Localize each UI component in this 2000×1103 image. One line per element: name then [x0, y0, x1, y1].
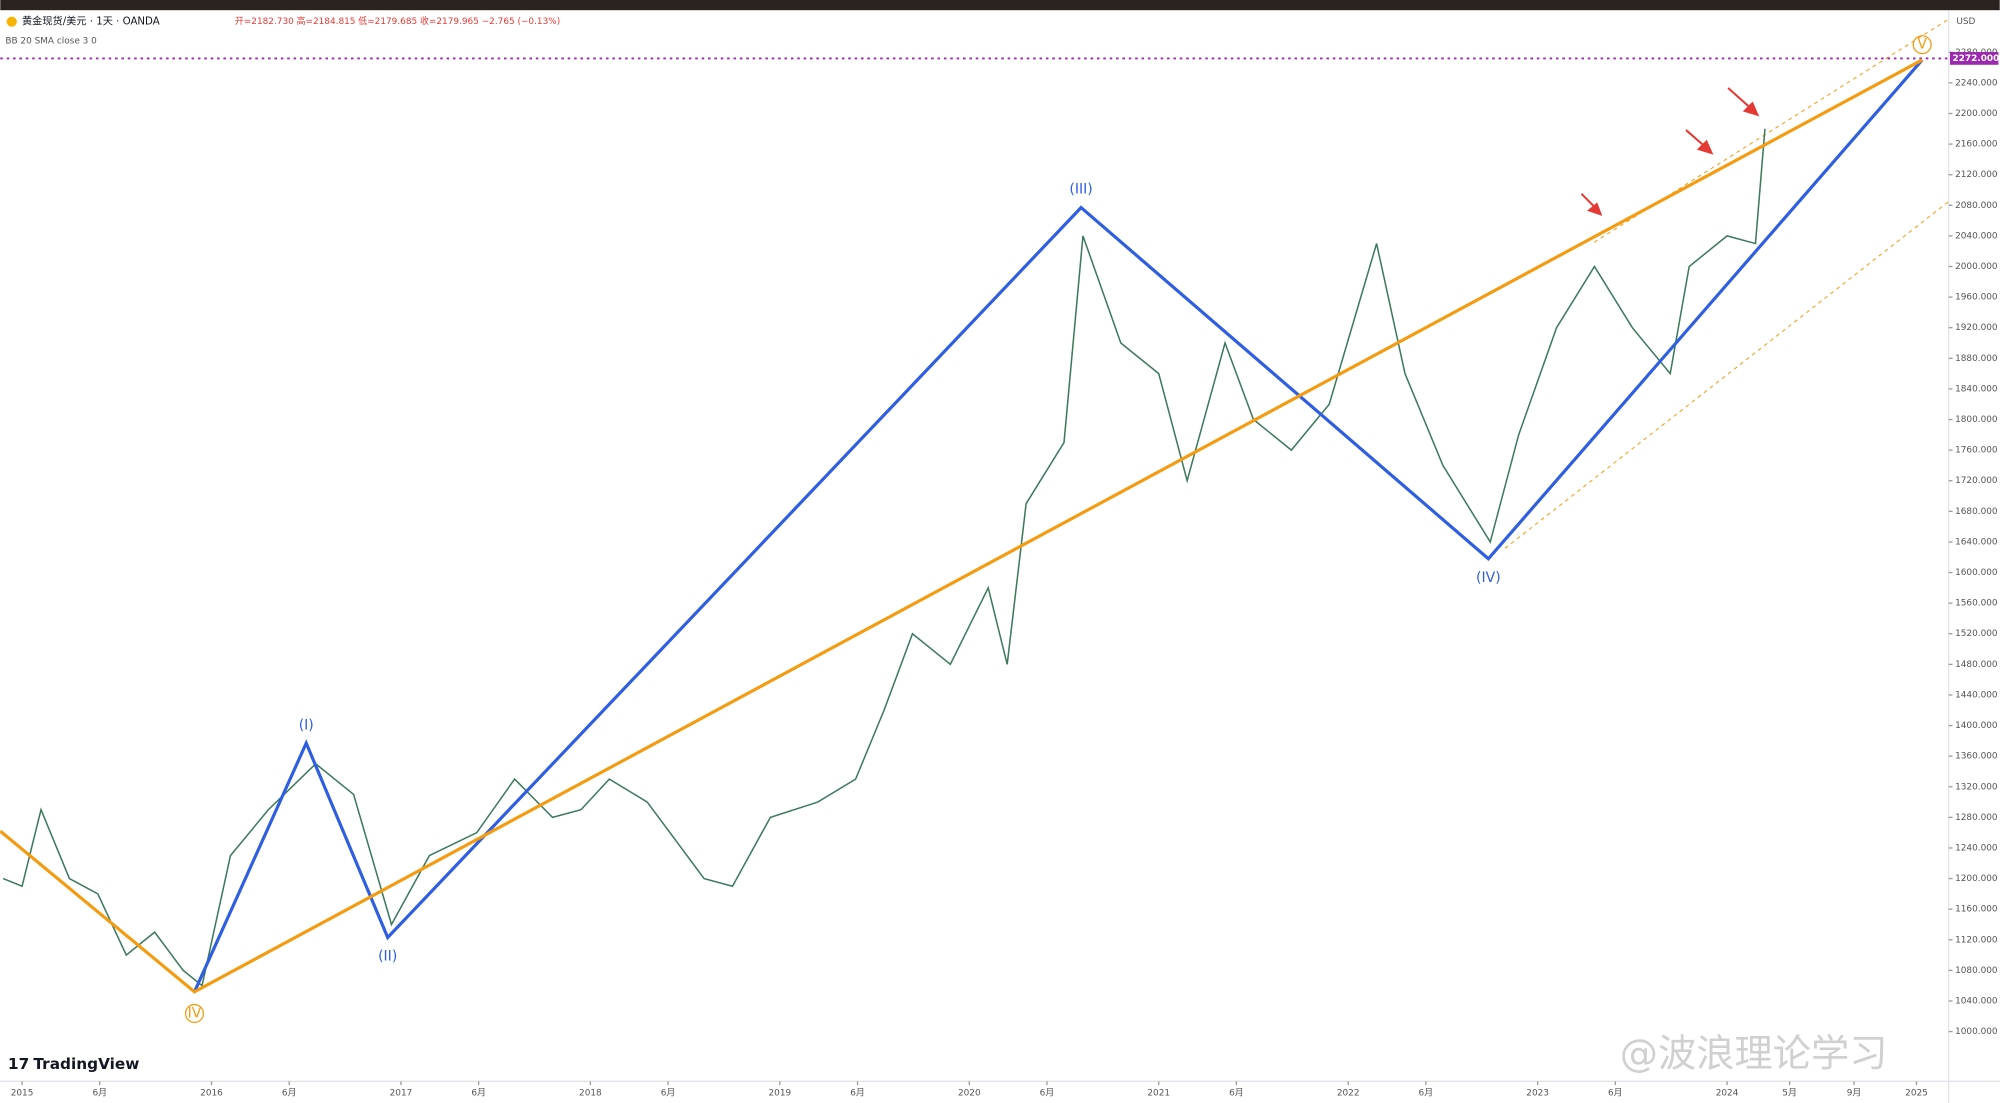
x-tick-label: 9月 — [1847, 1087, 1862, 1098]
y-tick-label: 2120.000 — [1955, 170, 1998, 180]
y-tick-label: 1720.000 — [1955, 476, 1998, 486]
x-tick-label: 6月 — [661, 1087, 676, 1098]
x-tick-label: 6月 — [92, 1087, 107, 1098]
x-tick-label: 6月 — [1608, 1087, 1623, 1098]
y-tick-label: 1200.000 — [1955, 874, 1998, 884]
y-tick-label: 2240.000 — [1955, 78, 1998, 88]
symbol-icon — [6, 16, 17, 27]
y-tick-label: 1880.000 — [1955, 354, 1998, 364]
x-tick-label: 2019 — [769, 1088, 792, 1098]
y-tick-label: 1920.000 — [1955, 323, 1998, 333]
y-tick-label: 1760.000 — [1955, 446, 1998, 456]
x-tick-label: 2020 — [958, 1088, 981, 1098]
y-tick-label: 1120.000 — [1955, 935, 1998, 945]
y-tick-label: 2000.000 — [1955, 262, 1998, 272]
wave-label: V — [1917, 37, 1927, 53]
wave-label: (IV) — [1476, 570, 1501, 586]
y-tick-label: 1440.000 — [1955, 690, 1998, 700]
x-tick-label: 6月 — [1040, 1087, 1055, 1098]
y-tick-label: 1680.000 — [1955, 507, 1998, 517]
y-tick-label: 1560.000 — [1955, 599, 1998, 609]
y-tick-label: 2040.000 — [1955, 231, 1998, 241]
series-line — [193, 58, 1924, 993]
wave-label: (III) — [1069, 182, 1092, 198]
x-tick-label: 2018 — [579, 1088, 602, 1098]
y-tick-label: 1160.000 — [1955, 905, 1998, 915]
x-tick-label: 2021 — [1147, 1088, 1170, 1098]
level-badge — [1949, 52, 1999, 65]
y-tick-label: 2160.000 — [1955, 140, 1998, 150]
y-tick-label: 1640.000 — [1955, 537, 1998, 547]
series-line — [2, 128, 1766, 988]
x-tick-label: 2024 — [1716, 1088, 1739, 1098]
indicator: BB 20 SMA close 3 0 — [5, 36, 97, 46]
y-tick-label: 2080.000 — [1955, 201, 1998, 211]
symbol-title: 黄金现货/美元 · 1天 · OANDA — [22, 15, 160, 28]
y-tick-label: 1800.000 — [1955, 415, 1998, 425]
y-tick-label: 1080.000 — [1955, 966, 1998, 976]
brand: TradingView — [33, 1055, 139, 1073]
x-tick-label: 2023 — [1526, 1088, 1549, 1098]
y-tick-label: 1000.000 — [1955, 1027, 1998, 1037]
x-tick-label: 6月 — [1419, 1087, 1434, 1098]
y-tick-label: 1520.000 — [1955, 629, 1998, 639]
y-tick-label: 1320.000 — [1955, 782, 1998, 792]
level-label: 2272.000 — [1953, 54, 2000, 64]
y-tick-label: 1840.000 — [1955, 384, 1998, 394]
brand-logo: 17 — [8, 1055, 29, 1073]
watermark: @波浪理论学习 — [1620, 1031, 1888, 1076]
y-tick-label: 1400.000 — [1955, 721, 1998, 731]
y-tick-label: 1600.000 — [1955, 568, 1998, 578]
x-tick-label: 6月 — [282, 1087, 297, 1098]
y-tick-label: 1360.000 — [1955, 752, 1998, 762]
x-tick-label: 5月 — [1782, 1087, 1797, 1098]
channel-lower — [1504, 201, 1950, 549]
y-tick-label: 1280.000 — [1955, 813, 1998, 823]
y-tick-label: 1040.000 — [1955, 996, 1998, 1006]
x-tick-label: 6月 — [850, 1087, 865, 1098]
x-tick-label: 2017 — [390, 1088, 413, 1098]
x-tick-label: 6月 — [1229, 1087, 1244, 1098]
y-tick-label: 2200.000 — [1955, 109, 1998, 119]
wave-label: (II) — [378, 949, 397, 965]
x-tick-label: 2025 — [1905, 1088, 1928, 1098]
ohlc: 开=2182.730 高=2184.815 低=2179.685 收=2179.… — [235, 15, 560, 27]
x-tick-label: 2015 — [11, 1088, 34, 1098]
x-tick-label: 2016 — [200, 1088, 223, 1098]
currency: USD — [1956, 17, 1975, 27]
series-line — [0, 58, 1923, 994]
x-tick-label: 6月 — [471, 1087, 486, 1098]
wave-circle — [1912, 35, 1932, 55]
wave-circle — [184, 1003, 205, 1024]
y-tick-label: 1960.000 — [1955, 293, 1998, 303]
y-tick-label: 1240.000 — [1955, 843, 1998, 853]
wave-label: (I) — [299, 717, 314, 733]
x-tick-label: 2022 — [1337, 1088, 1360, 1098]
top-strip — [0, 0, 2000, 11]
wave-label: IV — [188, 1005, 202, 1021]
arrows — [1580, 87, 1760, 216]
y-tick-label: 1480.000 — [1955, 660, 1998, 670]
